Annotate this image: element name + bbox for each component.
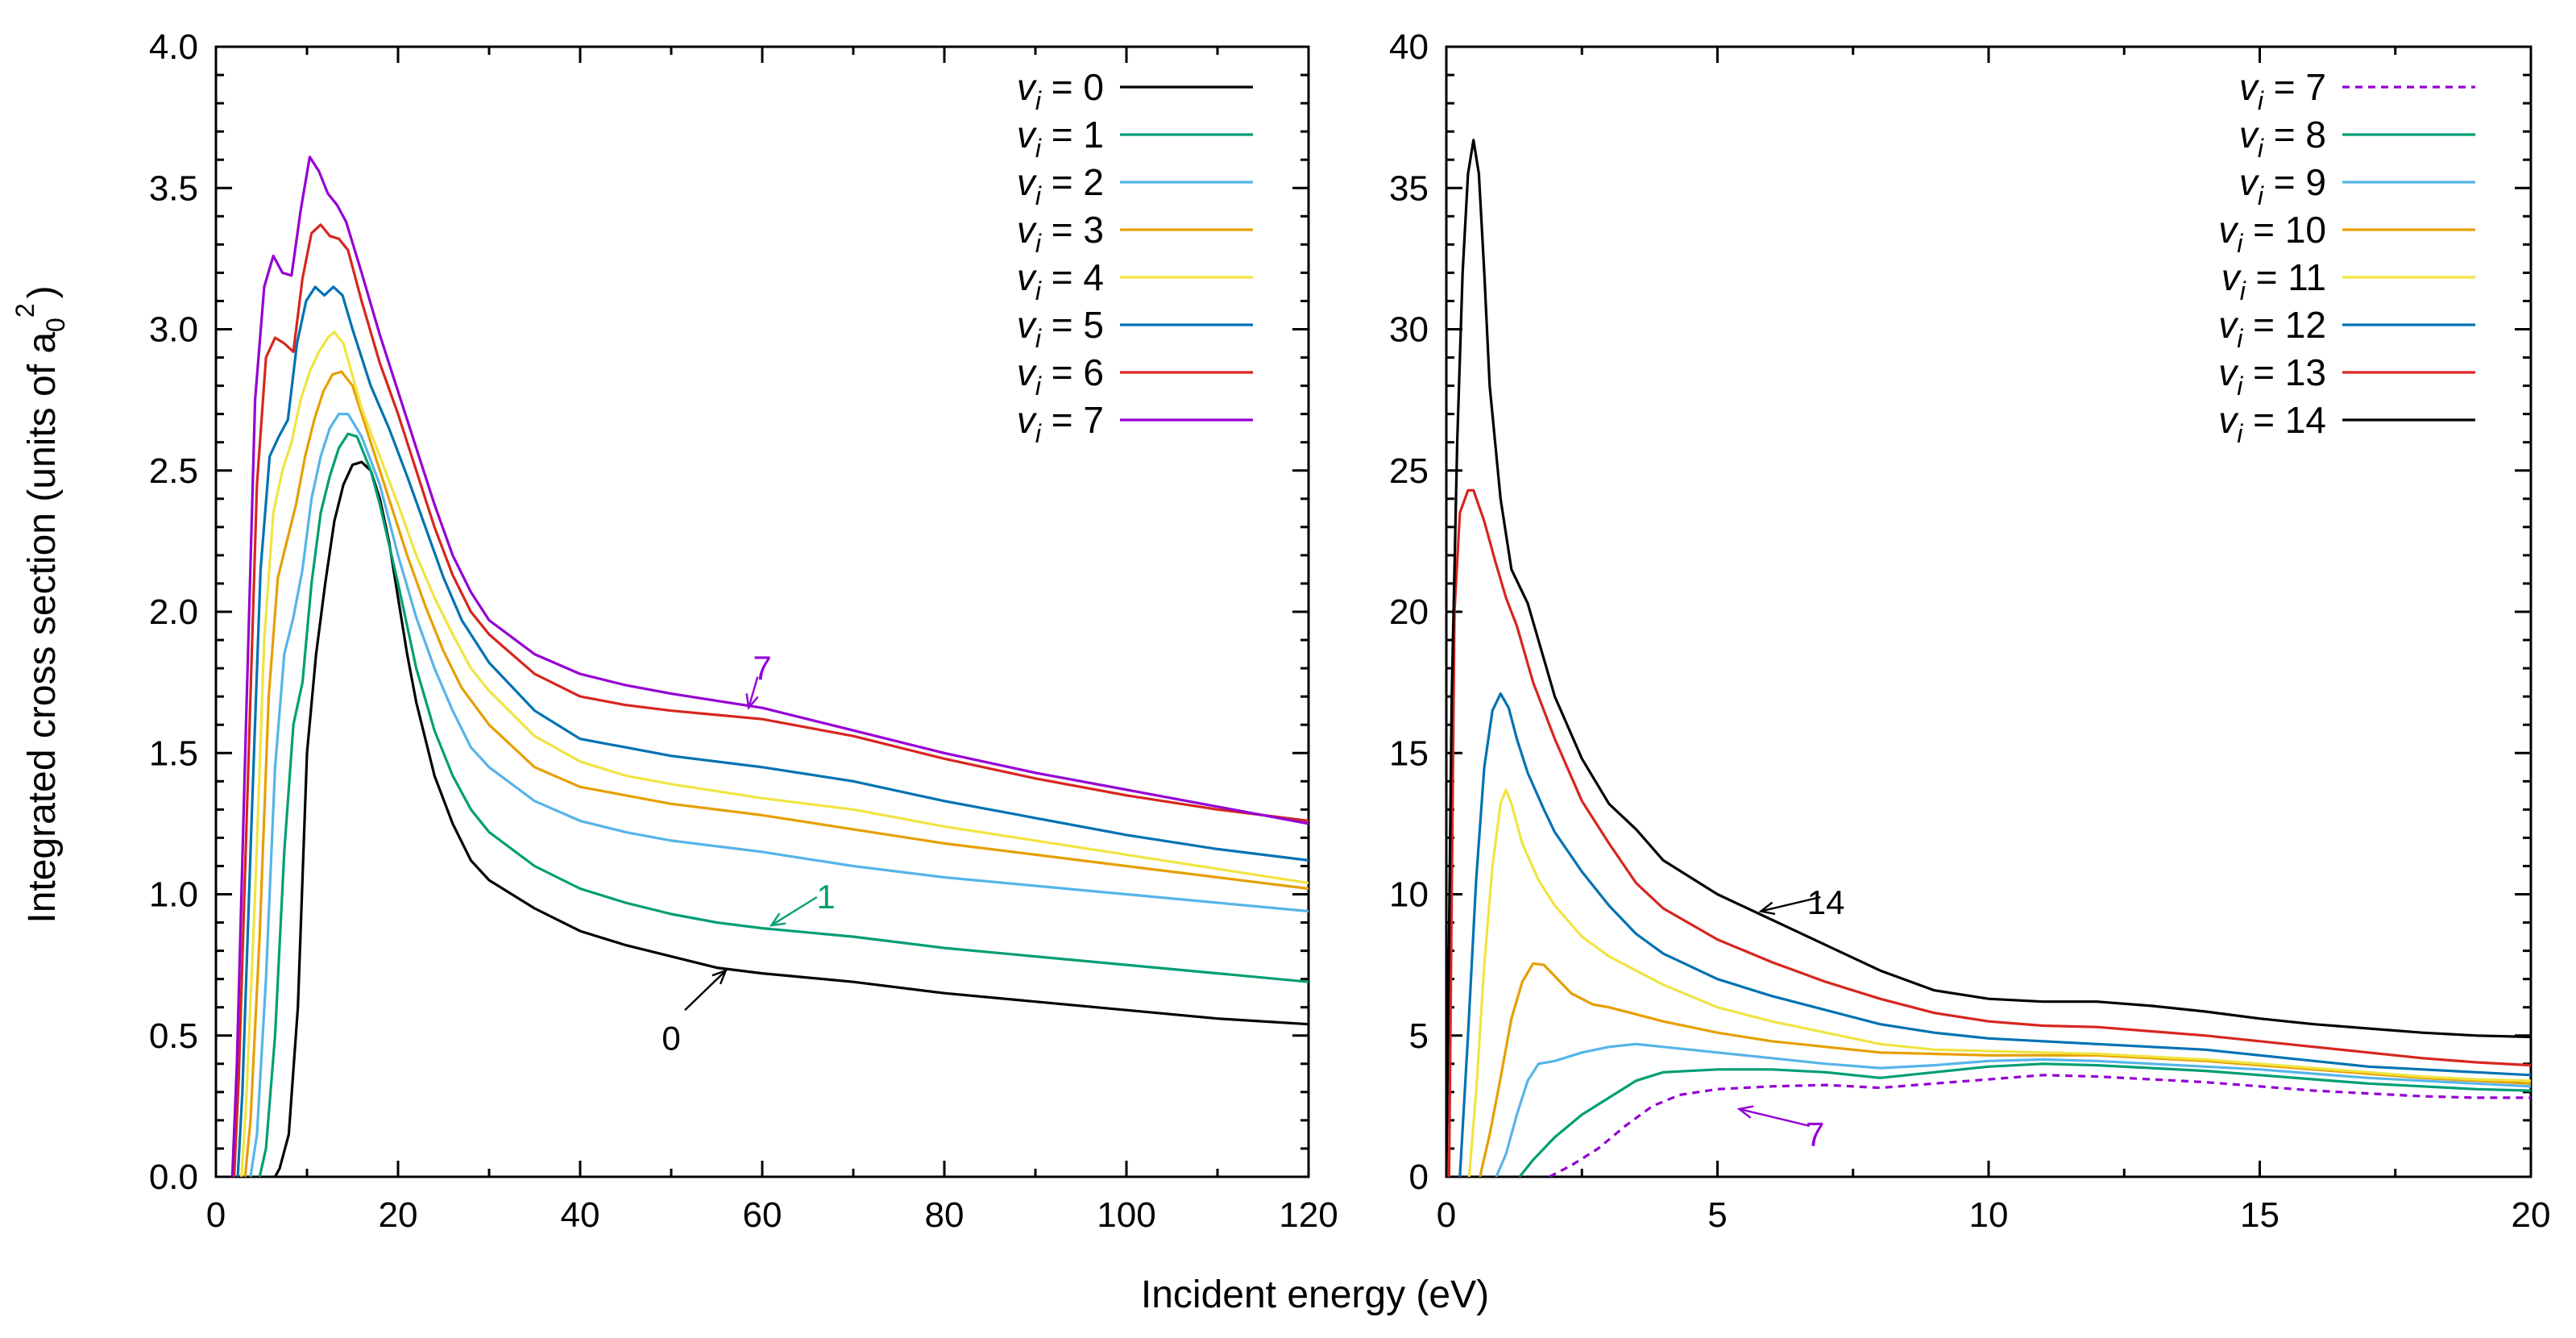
left-series-line-4 [240, 330, 1309, 1177]
left-series-line-6 [233, 223, 1309, 1177]
left-annotation-arrowhead-1 [769, 912, 786, 927]
left-y-axis-label-close: ) [21, 285, 64, 298]
right-legend-label-4: vi = 11 [2221, 256, 2326, 305]
right-y-tick-label: 25 [1389, 451, 1429, 491]
shared-x-axis-label: Incident energy (eV) [1141, 1274, 1489, 1316]
left-legend-label-3: vi = 3 [1017, 209, 1104, 258]
right-legend-label-3: vi = 10 [2218, 209, 2326, 258]
left-legend-label-2: vi = 2 [1017, 161, 1104, 210]
left-annotation-label-2: 0 [662, 1019, 680, 1057]
left-legend-label-6: vi = 6 [1017, 351, 1104, 401]
right-y-tick-label: 20 [1389, 592, 1429, 632]
left-annotation-arrow-1 [770, 895, 818, 927]
left-x-tick-label: 60 [743, 1195, 782, 1235]
right-y-tick-label: 15 [1389, 733, 1429, 773]
left-y-tick-label: 1.5 [149, 733, 198, 773]
left-y-tick-label: 1.0 [149, 875, 198, 915]
right-series-line-5 [1458, 692, 2531, 1177]
right-series-line-1 [1518, 1062, 2531, 1177]
left-chart-panel: 0 20 40 60 80 100 120 0.0 0.5 1.0 1.5 2.0 2.5 3.0 3.5 4… [149, 27, 1338, 1235]
left-series-line-3 [243, 370, 1309, 1177]
right-legend-label-1: vi = 8 [2239, 114, 2326, 163]
left-x-tick-label: 20 [379, 1195, 418, 1235]
right-x-tick-label: 0 [1437, 1195, 1456, 1235]
left-legend-label-7: vi = 7 [1017, 399, 1104, 448]
right-x-tick-label: 5 [1707, 1195, 1727, 1235]
right-legend-label-5: vi = 12 [2218, 304, 2326, 353]
left-legend-label-0: vi = 0 [1017, 66, 1104, 115]
right-series-line-6 [1447, 488, 2531, 1177]
left-series-line-5 [236, 285, 1309, 1177]
left-y-tick-label: 2.5 [149, 451, 198, 491]
left-annotation-label-1: 1 [816, 878, 835, 916]
right-x-tick-label: 10 [1969, 1195, 2009, 1235]
left-legend-label-1: vi = 1 [1017, 114, 1104, 163]
left-y-axis-label-main: Integrated cross section (units of a [21, 332, 64, 924]
right-y-tick-label: 10 [1389, 875, 1429, 915]
right-annotation-arrow-0 [1761, 895, 1821, 912]
left-series-line-0 [273, 460, 1309, 1177]
right-y-tick-label: 35 [1389, 168, 1429, 208]
left-x-tick-label: 100 [1097, 1195, 1155, 1235]
right-series-line-2 [1495, 1042, 2531, 1177]
right-series-line-3 [1479, 962, 2531, 1177]
left-annotation-arrow-0 [747, 676, 759, 708]
left-series-group [230, 156, 1309, 1177]
right-series-group [1446, 139, 2531, 1177]
left-y-tick-label: 4.0 [149, 27, 198, 67]
left-x-tick-label: 80 [925, 1195, 964, 1235]
left-legend-label-5: vi = 5 [1017, 304, 1104, 353]
left-annotation-arrowhead-0 [745, 693, 759, 710]
left-x-tick-label: 40 [561, 1195, 600, 1235]
left-series-line-2 [249, 413, 1309, 1177]
right-annotation-label-0: 14 [1807, 883, 1845, 921]
left-annotation-arrowhead-2 [711, 969, 728, 985]
left-y-tick-label: 0.5 [149, 1016, 198, 1056]
left-y-tick-label: 2.0 [149, 592, 198, 632]
right-y-tick-label: 30 [1389, 310, 1429, 350]
left-x-tick-label: 120 [1279, 1195, 1338, 1235]
left-y-tick-label: 0.0 [149, 1157, 198, 1197]
left-y-axis-label: Integrated cross section (units of a02) [10, 285, 70, 923]
left-series-line-7 [230, 156, 1309, 1177]
left-legend-label-4: vi = 4 [1017, 256, 1104, 305]
right-series-line-0 [1549, 1074, 2531, 1177]
right-annotation-arrowhead-1 [1736, 1105, 1754, 1119]
right-annotation-arrow-1 [1739, 1107, 1811, 1128]
right-annotation-label-1: 7 [1806, 1115, 1824, 1153]
right-x-tick-label: 15 [2240, 1195, 2279, 1235]
left-annotation-label-0: 7 [753, 649, 771, 687]
right-x-tick-label: 20 [2512, 1195, 2551, 1235]
left-series-line-1 [258, 432, 1309, 1177]
right-series-line-7 [1446, 139, 2531, 1177]
right-y-tick-label: 0 [1409, 1157, 1429, 1197]
right-legend-label-6: vi = 13 [2218, 351, 2326, 401]
right-y-tick-label: 40 [1389, 27, 1429, 67]
right-legend-label-2: vi = 9 [2239, 161, 2326, 210]
left-annotation-arrow-2 [684, 970, 727, 1012]
left-y-tick-label: 3.5 [149, 168, 198, 208]
right-legend-label-0: vi = 7 [2239, 66, 2326, 115]
left-y-axis-label-sup: 2 [10, 303, 39, 318]
right-legend-label-7: vi = 14 [2218, 399, 2326, 448]
right-series-line-4 [1467, 788, 2531, 1177]
right-y-tick-label: 5 [1409, 1016, 1429, 1056]
left-y-tick-label: 3.0 [149, 310, 198, 350]
left-x-tick-label: 0 [206, 1195, 226, 1235]
left-y-axis-label-sub: 0 [41, 318, 70, 332]
right-annotation-arrowhead-0 [1758, 901, 1776, 916]
